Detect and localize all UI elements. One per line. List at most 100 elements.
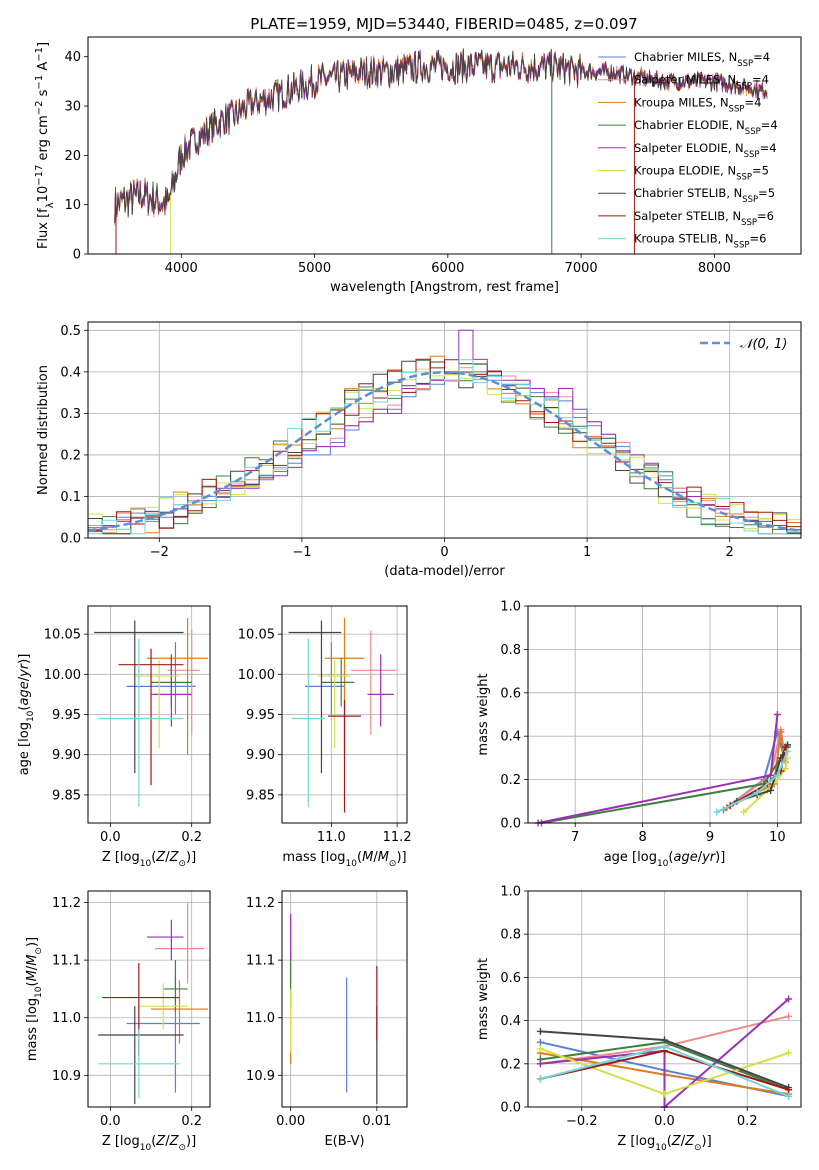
legend-label: Chabrier STELIB, NSSP=5 (634, 186, 775, 205)
y-tick-label: 0.3 (60, 407, 81, 422)
y-tick-label: 0.8 (500, 643, 521, 658)
x-axis-label: Z [log10(Z/Z⊙)] (102, 850, 196, 869)
x-axis-label: Z [log10(Z/Z⊙)] (617, 1134, 711, 1153)
y-tick-label: 10.9 (246, 1069, 275, 1084)
legend-label: Kroupa STELIB, NSSP=6 (634, 232, 766, 251)
y-tick-label: 0.5 (60, 324, 81, 339)
y-tick-label: 10.00 (238, 668, 275, 683)
axes-frame (87, 605, 211, 824)
massweight-point (536, 1038, 544, 1046)
axes-frame (281, 605, 408, 824)
normal-reference-curve (87, 371, 802, 532)
panel-spectrum: 4000 5000 6000 7000 8000 0 10 20 30 40 wavelength … (34, 36, 802, 295)
panel-residual_histogram: −2 −1 0 1 2 0.0 0.1 0.2 0.3 0.4 0.5 𝒩(0, 1) (data-mo… (36, 321, 802, 579)
legend-label: Chabrier ELODIE, NSSP=4 (634, 118, 778, 137)
x-tick-label: −1 (292, 545, 311, 560)
y-tick-label: 11.2 (52, 896, 81, 911)
y-tick-label: 9.95 (246, 708, 275, 723)
massweight-point (785, 995, 793, 1003)
massweight-point (773, 771, 781, 779)
y-axis-label: Normed distribution (36, 365, 51, 495)
y-tick-label: 11.2 (246, 896, 275, 911)
axes-frame (527, 605, 802, 824)
y-axis-label: mass [log10(M/M⊙)] (25, 937, 44, 1061)
massweight-series-line (540, 998, 790, 1107)
axes-frame (281, 890, 408, 1108)
y-tick-label: 0.2 (60, 448, 81, 463)
y-tick-label: 0.2 (500, 773, 521, 788)
massweight-series-line (537, 714, 779, 823)
y-tick-label: 10.05 (238, 628, 275, 643)
figure-title: PLATE=1959, MJD=53440, FIBERID=0485, z=0… (250, 15, 637, 33)
y-tick-label: 0.2 (500, 1057, 521, 1072)
spectrum-series-line (114, 48, 768, 223)
massweight-series-line (726, 731, 786, 809)
x-axis-label: Z [log10(Z/Z⊙)] (102, 1134, 196, 1153)
x-axis-label: (data-model)/error (384, 564, 505, 579)
y-tick-label: 10.9 (52, 1069, 81, 1084)
massweight-series-line (541, 746, 789, 823)
massweight-point (536, 1027, 544, 1035)
axes-frame (87, 321, 802, 539)
x-tick-label: 0.2 (181, 830, 202, 845)
x-tick-label: 0 (440, 545, 448, 560)
axes-frame (527, 890, 802, 1108)
legend-label: Salpeter STELIB, NSSP=6 (634, 209, 774, 228)
y-tick-label: 9.90 (52, 748, 81, 763)
y-tick-label: 0 (73, 248, 81, 263)
y-tick-label: 10 (64, 198, 81, 213)
massweight-point (785, 1086, 793, 1094)
y-tick-label: 11.1 (52, 954, 81, 969)
x-tick-label: 5000 (298, 261, 331, 276)
x-tick-label: 6000 (431, 261, 464, 276)
panel-age_vs_mass: 11.0 11.2 9.85 9.90 9.95 10.00 10.05 mass [log1… (238, 605, 412, 869)
massweight-point (740, 808, 748, 816)
y-axis-label: mass weight (476, 958, 491, 1040)
panel-age_vs_Z: 0.0 0.2 9.85 9.90 9.95 10.00 10.05 Z [log10(Z/Z… (17, 605, 211, 869)
y-tick-label: 9.85 (52, 788, 81, 803)
massweight-point (785, 1049, 793, 1057)
x-tick-label: 0.01 (362, 1114, 391, 1129)
massweight-point (753, 789, 761, 797)
massweight-point (661, 1043, 668, 1051)
legend-label: Salpeter ELODIE, NSSP=4 (634, 141, 777, 160)
axes-frame (87, 890, 211, 1108)
y-tick-label: 11.0 (246, 1011, 275, 1026)
legend-label: Kroupa ELODIE, NSSP=5 (634, 164, 769, 183)
y-tick-label: 0.4 (60, 365, 81, 380)
y-tick-label: 0.4 (500, 730, 521, 745)
panel-mass_vs_ebv: 0.00 0.01 10.9 11.0 11.1 11.2 E(B-V) (246, 890, 408, 1149)
x-tick-label: 0.0 (100, 830, 121, 845)
y-tick-label: 0.0 (500, 1101, 521, 1116)
massweight-point (536, 1075, 544, 1083)
massweight-point (767, 786, 775, 794)
x-tick-label: 1 (583, 545, 591, 560)
x-tick-label: 11.0 (317, 830, 346, 845)
x-tick-label: 11.2 (383, 830, 412, 845)
x-axis-label: E(B-V) (324, 1134, 364, 1149)
massweight-point (536, 1045, 544, 1053)
y-tick-label: 40 (64, 50, 81, 65)
x-tick-label: 0.2 (181, 1114, 202, 1129)
x-tick-label: −2 (150, 545, 169, 560)
y-axis-label: mass weight (476, 673, 491, 755)
massweight-point (713, 808, 721, 816)
y-tick-label: 1.0 (500, 600, 521, 615)
massweight-series-line (716, 751, 789, 814)
y-tick-label: 0.6 (500, 686, 521, 701)
x-tick-label: 0.0 (654, 1114, 675, 1129)
x-axis-label: wavelength [Angstrom, rest frame] (330, 280, 559, 295)
massweight-point (536, 1060, 544, 1068)
panel-massweight_vs_age: 7 8 9 10 0.0 0.2 0.4 0.6 0.8 1.0 mass weight age [l… (476, 600, 802, 869)
massweight-point (661, 1090, 668, 1098)
y-tick-label: 0.0 (500, 817, 521, 832)
y-tick-label: 1.0 (500, 885, 521, 900)
y-tick-label: 0.1 (60, 490, 81, 505)
x-tick-label: 4000 (165, 261, 198, 276)
massweight-point (661, 1036, 668, 1044)
x-tick-label: 8 (638, 830, 646, 845)
massweight-point (777, 728, 785, 736)
y-tick-label: 0.0 (60, 532, 81, 547)
panel-massweight_vs_Z: −0.2 0.0 0.2 0.0 0.2 0.4 0.6 0.8 1.0 mass weight Z… (476, 885, 802, 1153)
x-tick-label: 9 (706, 830, 714, 845)
